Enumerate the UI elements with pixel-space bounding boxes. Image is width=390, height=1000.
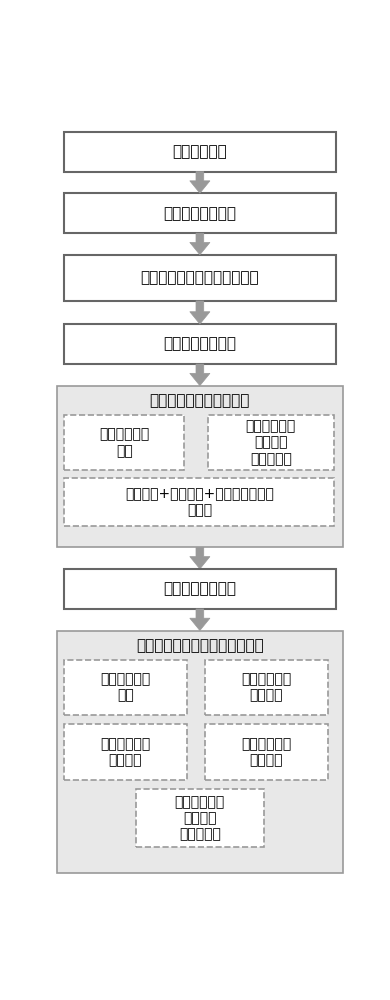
Polygon shape — [190, 301, 210, 324]
Bar — [205, 724, 328, 780]
Polygon shape — [190, 172, 210, 193]
Bar — [64, 478, 334, 526]
Bar — [64, 569, 335, 609]
Text: 路口状态分级: 路口状态分级 — [172, 144, 227, 159]
Text: 基本畅通+轻度拥堵+中度拥堵状态计
算模型: 基本畅通+轻度拥堵+中度拥堵状态计 算模型 — [126, 487, 274, 517]
Bar — [64, 415, 184, 470]
Polygon shape — [190, 364, 210, 386]
Text: 路口三状态计算模型构建: 路口三状态计算模型构建 — [150, 394, 250, 409]
Bar — [64, 724, 187, 780]
Text: 中度拥堵状态
计算模型: 中度拥堵状态 计算模型 — [241, 737, 292, 767]
Text: 车头时距阈值设置: 车头时距阈值设置 — [163, 206, 236, 221]
Text: 严重拥堵状态
计算模型
（含溢出）: 严重拥堵状态 计算模型 （含溢出） — [175, 795, 225, 841]
Text: 路口状态一次识别: 路口状态一次识别 — [163, 337, 236, 352]
Text: 畅通状态计算
模型: 畅通状态计算 模型 — [100, 672, 151, 703]
Text: 轻度拥堵状态
计算模型: 轻度拥堵状态 计算模型 — [100, 737, 151, 767]
Text: 基本畅通状态
计算模型: 基本畅通状态 计算模型 — [241, 672, 292, 703]
Bar — [64, 132, 335, 172]
Text: 路口状态二次识别: 路口状态二次识别 — [163, 581, 236, 596]
Bar — [57, 386, 343, 547]
Bar — [64, 324, 335, 364]
Bar — [205, 660, 328, 715]
Text: 绿灯后排满所需时间阈值设置: 绿灯后排满所需时间阈值设置 — [140, 270, 259, 285]
Bar — [136, 789, 264, 847]
Polygon shape — [190, 609, 210, 631]
Text: 畅通状态计算
模型: 畅通状态计算 模型 — [99, 428, 149, 458]
Text: 路口拥堵指数分段计算模型构建: 路口拥堵指数分段计算模型构建 — [136, 638, 264, 653]
Bar — [64, 255, 335, 301]
Bar — [64, 660, 187, 715]
Bar — [64, 193, 335, 233]
Bar — [207, 415, 334, 470]
Polygon shape — [190, 233, 210, 255]
Text: 严重拥堵状态
计算模型
（含溢出）: 严重拥堵状态 计算模型 （含溢出） — [246, 419, 296, 466]
Bar — [57, 631, 343, 873]
Polygon shape — [190, 547, 210, 569]
